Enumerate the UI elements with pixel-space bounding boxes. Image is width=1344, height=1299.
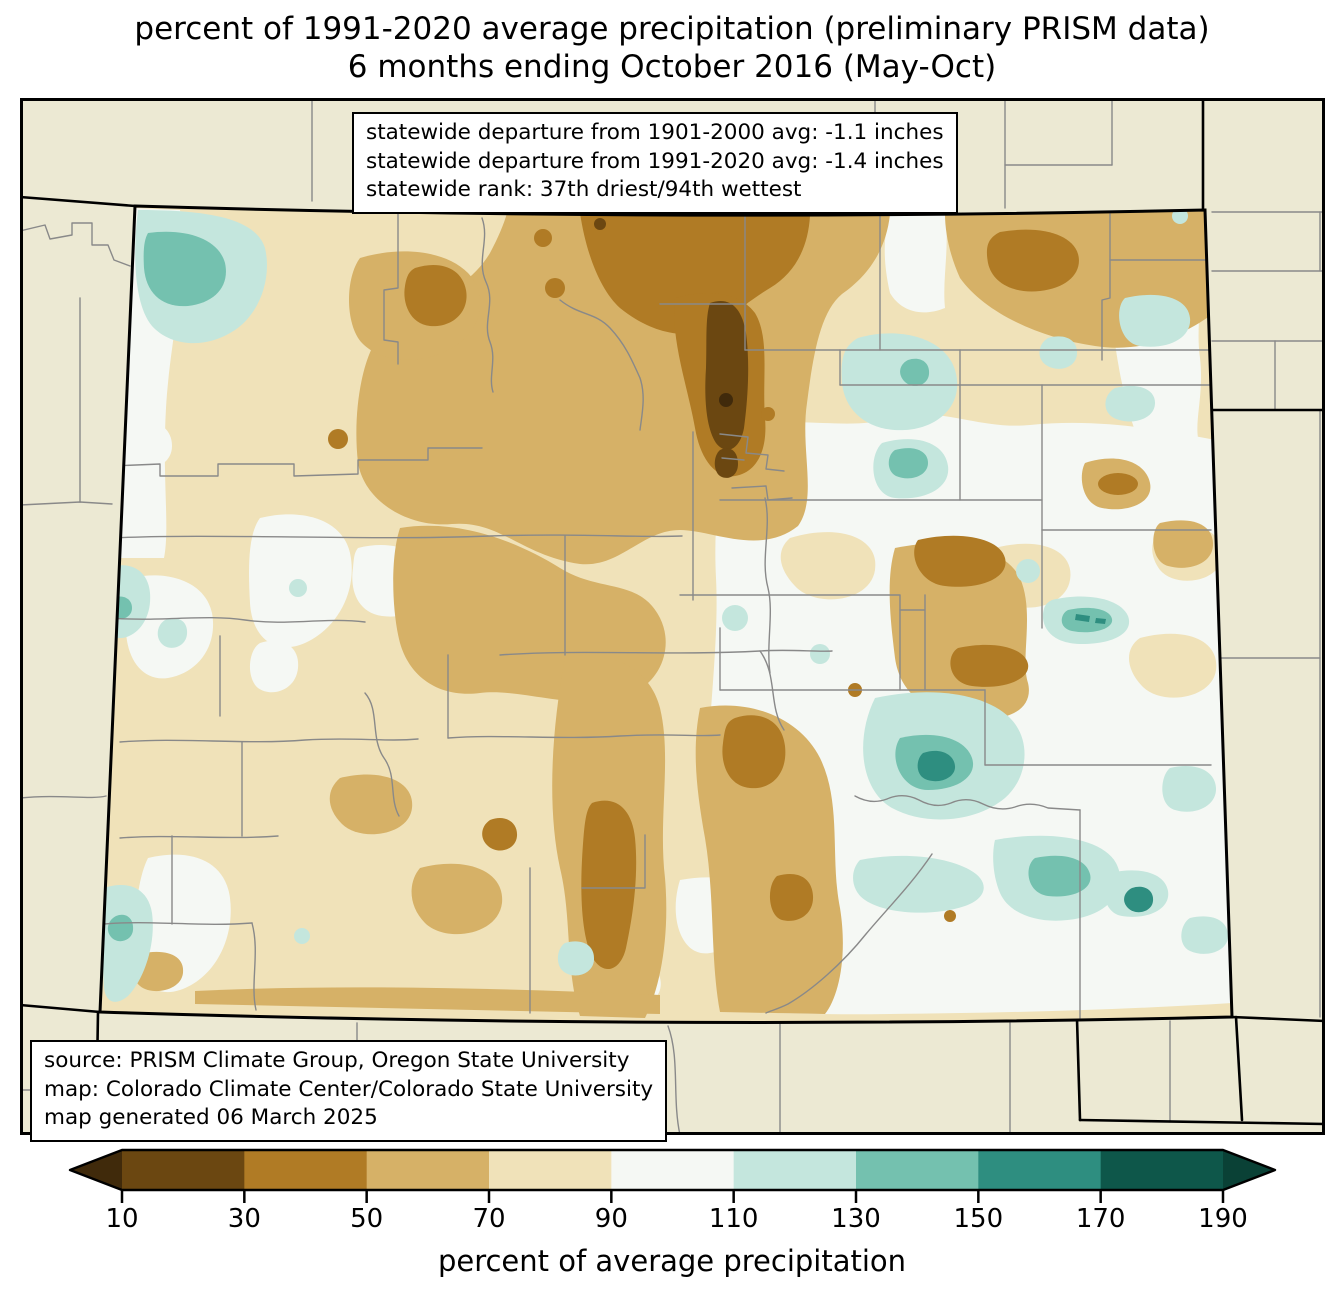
source-line: source: PRISM Climate Group, Oregon Stat…: [44, 1048, 630, 1073]
map-credit-line: map: Colorado Climate Center/Colorado St…: [44, 1076, 654, 1102]
stats-line-departure-1901-2000: statewide departure from 1901-2000 avg: …: [366, 120, 944, 145]
map-generated-line: map generated 06 March 2025: [44, 1105, 378, 1130]
colorbar-tick-label: 110: [708, 1204, 759, 1234]
stats-line-departure-1991-2020: statewide departure from 1991-2020 avg: …: [366, 148, 944, 174]
precipitation-contours: [100, 206, 1232, 1023]
colorbar-tick-label: 90: [594, 1204, 628, 1234]
colorbar-tick-label: 150: [953, 1204, 1004, 1234]
colorbar-axis-label: percent of average precipitation: [437, 1244, 907, 1278]
colorbar-tick-label: 170: [1075, 1204, 1126, 1234]
colorbar-gradient: [68, 1148, 1277, 1203]
map-area: [18, 96, 1327, 1137]
colorado-county-lines: [103, 213, 1212, 1019]
colorbar-tick-label: 10: [105, 1204, 139, 1234]
source-credit-box: source: PRISM Climate Group, Oregon Stat…: [30, 1040, 668, 1142]
colorbar-band-6: [856, 1150, 979, 1190]
colorbar-tick-label: 50: [350, 1204, 384, 1234]
colorbar-band-4: [611, 1150, 735, 1190]
stats-line-rank: statewide rank: 37th driest/94th wettest: [366, 177, 802, 202]
colorbar-tick-labels: 10 30 50 70 90 110 130 150 170 190: [0, 1204, 1344, 1238]
colorbar-band-0: [122, 1150, 245, 1190]
colorbar-band-7: [978, 1150, 1102, 1190]
colorbar: [0, 1140, 1344, 1206]
colorbar-over-arrow: [1223, 1150, 1275, 1190]
colorbar-band-8: [1100, 1150, 1224, 1190]
colorbar-tick-label: 130: [831, 1204, 881, 1234]
colorbar-under-arrow: [70, 1150, 122, 1190]
colorbar-band-5: [733, 1150, 857, 1190]
colorado-precipitation-map: [18, 96, 1327, 1137]
colorado-state-outline: [98, 204, 1234, 1024]
page-title: percent of 1991-2020 average precipitati…: [0, 10, 1344, 86]
colorbar-band-2: [366, 1150, 490, 1190]
statewide-stats-box: statewide departure from 1901-2000 avg: …: [352, 112, 958, 214]
colorbar-tick-label: 30: [227, 1204, 261, 1234]
title-line1: percent of 1991-2020 average precipitati…: [134, 11, 1210, 47]
title-line2: 6 months ending October 2016 (May-Oct): [347, 49, 997, 85]
map-frame-border: [20, 98, 1325, 1135]
colorbar-tick-label: 190: [1198, 1204, 1248, 1234]
colorbar-band-3: [489, 1150, 612, 1190]
colorbar-tick-label: 70: [472, 1204, 506, 1234]
colorbar-band-1: [244, 1150, 368, 1190]
